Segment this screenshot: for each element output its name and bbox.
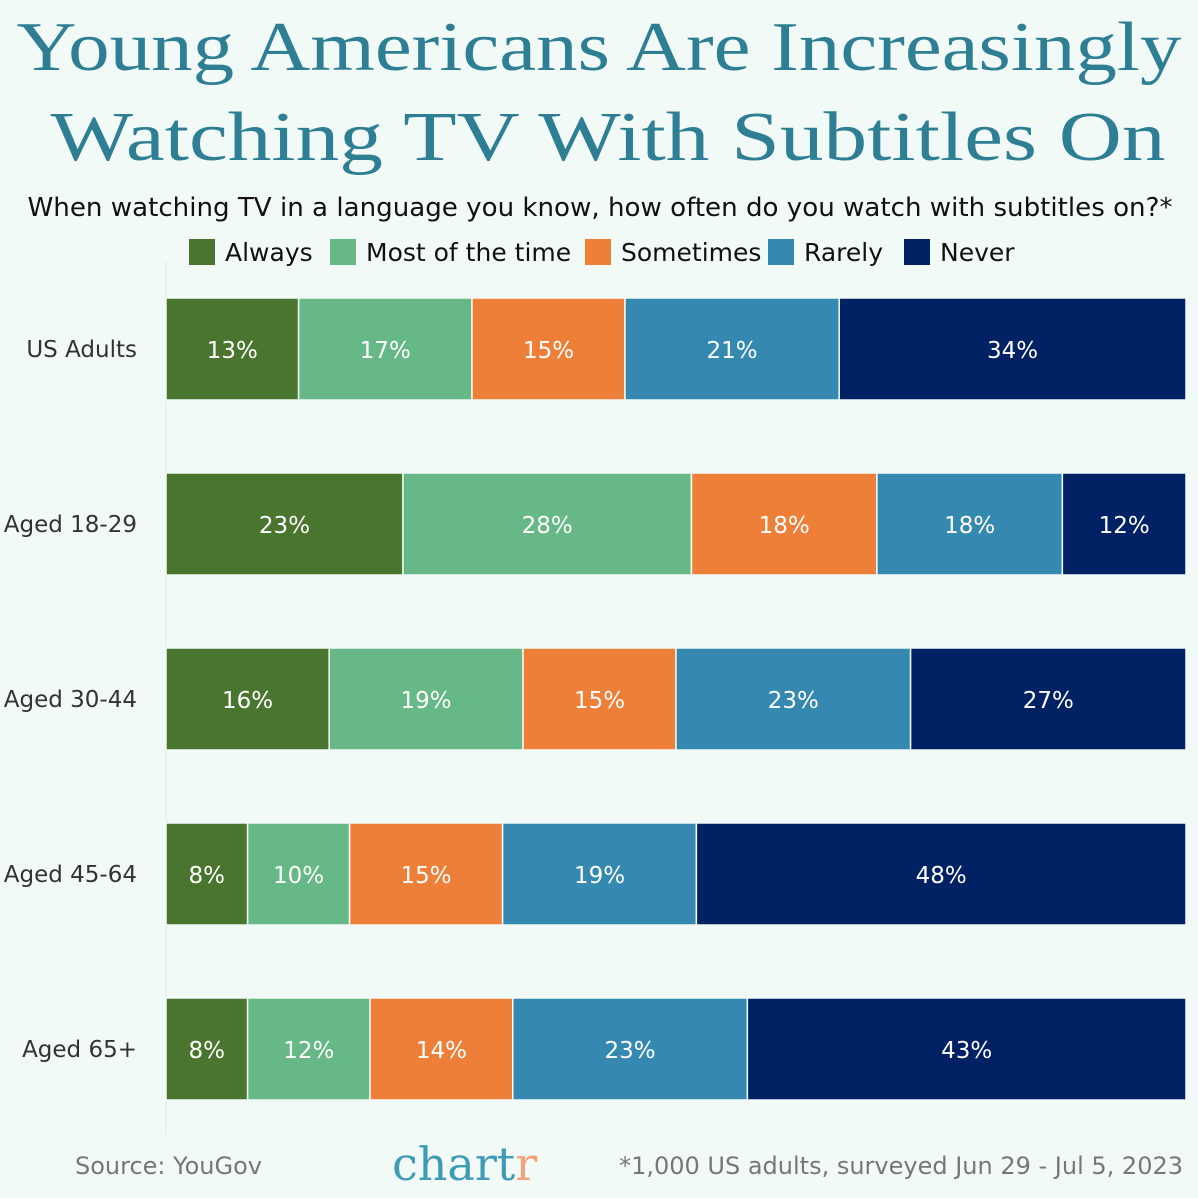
data-label: 16% [222,688,273,714]
data-label: 28% [522,513,573,539]
bar-segment [297,297,473,401]
legend-swatch-1 [330,239,356,265]
data-label: 23% [259,513,310,539]
bar-segment [675,647,912,751]
legend-swatch-0 [189,239,215,265]
data-label: 17% [360,338,411,364]
data-label: 15% [401,863,452,889]
data-label: 15% [523,338,574,364]
bar-segment [165,997,249,1101]
data-label: 12% [283,1038,334,1064]
data-label: 34% [987,338,1038,364]
bar-segment [909,647,1187,751]
legend-label-0: Always [225,238,313,267]
footnote: *1,000 US adults, surveyed Jun 29 - Jul … [619,1152,1183,1180]
data-label: 13% [207,338,258,364]
bar-segment [165,647,330,751]
bar-segment [165,472,404,576]
chart-title-line-1: Young Americans Are Increasingly [17,9,1182,86]
legend-label-2: Sometimes [621,238,761,267]
data-label: 10% [273,863,324,889]
data-label: 23% [768,688,819,714]
bar-segment [369,997,514,1101]
bar-segment [348,822,504,926]
bar-segment [328,647,524,751]
data-label: 48% [916,863,967,889]
data-label: 8% [189,1038,226,1064]
legend-swatch-2 [585,239,611,265]
data-label: 23% [605,1038,656,1064]
category-label: US Adults [26,337,137,363]
source-note: Source: YouGov [75,1152,262,1180]
data-label: 19% [401,688,452,714]
legend: Always Most of the time Sometimes Rarely Nev… [189,238,1015,267]
bar-segment [746,997,1187,1101]
data-label: 19% [574,863,625,889]
data-label: 14% [416,1038,467,1064]
chartr-logo: chartr [392,1137,537,1191]
data-label: 27% [1023,688,1074,714]
category-label: Aged 65+ [22,1037,137,1063]
chart-title-line-2: Watching TV With Subtitles On [51,99,1166,176]
data-label: 21% [707,338,758,364]
bar-segment [512,997,749,1101]
legend-swatch-3 [768,239,794,265]
bar-segment [838,297,1187,401]
bar-segment [501,822,698,926]
category-label: Aged 18-29 [4,512,137,538]
chart-subtitle: When watching TV in a language you know,… [28,193,1173,223]
data-label: 18% [759,513,810,539]
legend-swatch-4 [904,239,930,265]
bar-segment [876,472,1064,576]
bars: US Adults 13% 17% 15% 21% 34% Aged 18-29 23% 28%… [4,297,1187,1101]
bar-segment [246,822,351,926]
data-label: 18% [944,513,995,539]
bar-segment [690,472,878,576]
bar-segment [522,647,677,751]
category-label: Aged 30-44 [4,687,137,713]
data-label: 15% [574,688,625,714]
category-label: Aged 45-64 [4,862,137,888]
legend-label-3: Rarely [804,238,883,267]
legend-label-4: Never [940,238,1015,267]
data-label: 43% [941,1038,992,1064]
bar-segment [695,822,1187,926]
data-label: 12% [1099,513,1150,539]
legend-label-1: Most of the time [366,238,571,267]
bar-segment [165,297,300,401]
bar-segment [471,297,626,401]
data-label: 8% [189,863,226,889]
bar-segment [1061,472,1187,576]
bar-segment [165,822,249,926]
